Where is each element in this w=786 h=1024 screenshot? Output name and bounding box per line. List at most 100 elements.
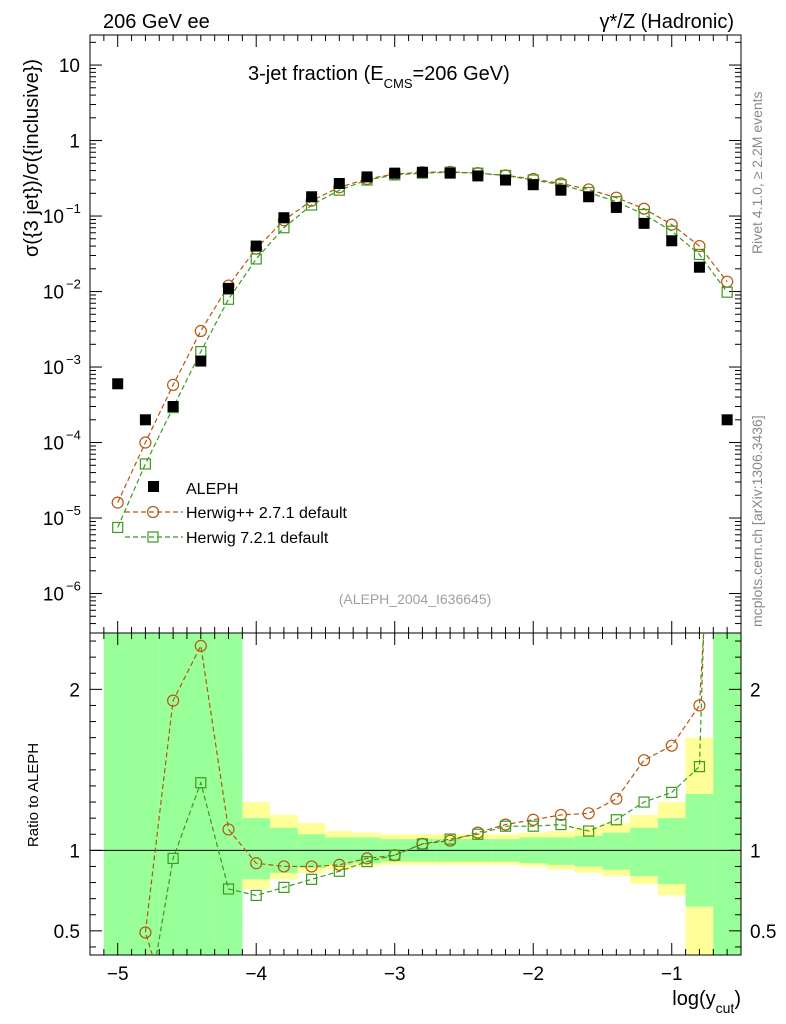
ratio-mc-point bbox=[361, 856, 373, 868]
legend-label-herwigpp: Herwig++ 2.7.1 default bbox=[186, 505, 348, 522]
ratio-mc-point bbox=[222, 823, 235, 836]
ratio-mc-point bbox=[389, 849, 401, 861]
main-data-point bbox=[167, 401, 179, 413]
ratio-mc-point bbox=[444, 833, 456, 845]
ratio-mc-point bbox=[277, 860, 291, 873]
main-mc-point bbox=[721, 286, 733, 298]
ratio-mc-point bbox=[610, 792, 623, 805]
main-y-tick-label: 10 bbox=[43, 283, 64, 304]
ratio-band-green bbox=[159, 633, 187, 955]
ratio-series-line bbox=[155, 632, 705, 956]
x-axis-title-sub: cut bbox=[716, 1000, 735, 1016]
ratio-mc-point bbox=[195, 777, 207, 789]
main-y-tick-label: 10 bbox=[43, 509, 64, 530]
rivet-version-label: Rivet 4.1.0, ≥ 2.2M events bbox=[749, 91, 765, 254]
main-data-point bbox=[527, 179, 539, 191]
header-right-label: γ*/Z (Hadronic) bbox=[600, 11, 734, 33]
main-series-line bbox=[117, 171, 728, 503]
main-data-point bbox=[278, 212, 290, 224]
ratio-y-tick-label-left: 1 bbox=[69, 841, 80, 862]
main-mc-point bbox=[693, 248, 706, 261]
ratio-mc-point bbox=[665, 739, 678, 752]
ratio-mc-point bbox=[527, 813, 540, 826]
ratio-mc-point bbox=[305, 860, 318, 873]
main-mc-point bbox=[222, 293, 235, 305]
ratio-mc-point bbox=[222, 883, 235, 895]
ratio-mc-point bbox=[250, 889, 262, 902]
legend-label-herwig7: Herwig 7.2.1 default bbox=[186, 530, 329, 547]
main-y-tick-exponent: −1 bbox=[66, 201, 81, 216]
ratio-band-green bbox=[657, 818, 686, 885]
main-data-point bbox=[583, 191, 595, 203]
ratio-band-green bbox=[103, 633, 132, 955]
axes-layer: −5 −4 −3 −2 −110−610−510−410−310−210 −11100.5… bbox=[43, 34, 776, 985]
main-data-point bbox=[361, 171, 373, 183]
main-mc-point bbox=[112, 521, 124, 534]
ratio-band-green bbox=[602, 832, 631, 870]
main-y-tick-exponent: −4 bbox=[66, 428, 81, 443]
main-mc-point bbox=[139, 436, 152, 449]
main-data-point bbox=[139, 414, 151, 426]
ratio-mc-point bbox=[582, 807, 595, 820]
plot-title-end: =206 GeV) bbox=[413, 63, 510, 85]
ratio-mc-point bbox=[638, 796, 650, 808]
x-axis-title-main: log(y bbox=[672, 988, 715, 1010]
ratio-y-axis-title: Ratio to ALEPH bbox=[25, 743, 42, 847]
ratio-mc-point bbox=[250, 857, 263, 870]
plot-title-sub: CMS bbox=[384, 76, 413, 91]
ratio-mc-point bbox=[333, 858, 346, 871]
main-y-tick-label: 10 bbox=[43, 585, 64, 606]
main-mc-point bbox=[167, 378, 180, 391]
main-data-point bbox=[306, 191, 318, 203]
ratio-mc-point bbox=[693, 699, 706, 712]
main-y-tick-label: 1 bbox=[69, 132, 80, 153]
main-data-point bbox=[693, 261, 705, 273]
ratio-y-tick-label-left: 0.5 bbox=[54, 922, 80, 943]
ratio-mc-point bbox=[306, 873, 318, 885]
ratio-mc-point bbox=[167, 694, 180, 707]
main-data-point bbox=[500, 174, 512, 186]
ratio-mc-point bbox=[583, 825, 595, 837]
plot-title-main: 3-jet fraction (E bbox=[248, 63, 384, 85]
x-tick-label: −5 bbox=[107, 964, 129, 985]
ratio-mc-point bbox=[554, 808, 568, 822]
main-y-tick-exponent: −3 bbox=[66, 352, 81, 367]
main-data-point bbox=[416, 166, 428, 178]
ratio-y-tick-label-left: 2 bbox=[69, 680, 80, 701]
ratio-mc-point bbox=[278, 881, 290, 893]
main-data-point bbox=[638, 217, 650, 229]
main-y-tick-exponent: −2 bbox=[66, 277, 81, 292]
ratio-mc-point bbox=[610, 814, 622, 826]
ratio-band-green bbox=[214, 633, 243, 955]
header-left-label: 206 GeV ee bbox=[103, 11, 210, 33]
main-mc-point bbox=[111, 496, 124, 509]
ratio-mc-point bbox=[333, 865, 345, 877]
main-data-point bbox=[112, 378, 124, 390]
plot-title: 3-jet fraction (ECMS=206 GeV) bbox=[248, 63, 510, 91]
x-tick-label: −2 bbox=[522, 964, 544, 985]
ratio-band-green bbox=[297, 834, 326, 869]
ratio-uncertainty-bands bbox=[103, 633, 741, 955]
ratio-band-green bbox=[186, 633, 215, 955]
ratio-mc-point bbox=[637, 754, 651, 767]
main-y-tick-exponent: −5 bbox=[66, 503, 81, 518]
legend-marker-herwigpp bbox=[146, 505, 160, 519]
main-series-line bbox=[117, 171, 728, 528]
ratio-band-green bbox=[242, 818, 271, 880]
main-y-tick-label: 10 bbox=[43, 358, 64, 379]
main-data-point bbox=[555, 184, 567, 196]
ratio-mc-point bbox=[416, 838, 429, 850]
legend-marker-aleph bbox=[148, 481, 159, 492]
main-data-point bbox=[333, 177, 345, 189]
legend-label-aleph: ALEPH bbox=[186, 481, 238, 498]
ratio-y-tick-label-right: 1 bbox=[750, 841, 761, 862]
ratio-plot-frame bbox=[89, 632, 742, 956]
ratio-band-green bbox=[131, 633, 160, 955]
ratio-mc-point bbox=[139, 926, 152, 939]
ratio-y-tick-label-right: 0.5 bbox=[750, 922, 776, 943]
ratio-band-green bbox=[630, 827, 658, 877]
x-tick-label: −3 bbox=[384, 964, 406, 985]
ratio-series-line bbox=[144, 632, 705, 956]
main-mc-point bbox=[194, 324, 207, 338]
